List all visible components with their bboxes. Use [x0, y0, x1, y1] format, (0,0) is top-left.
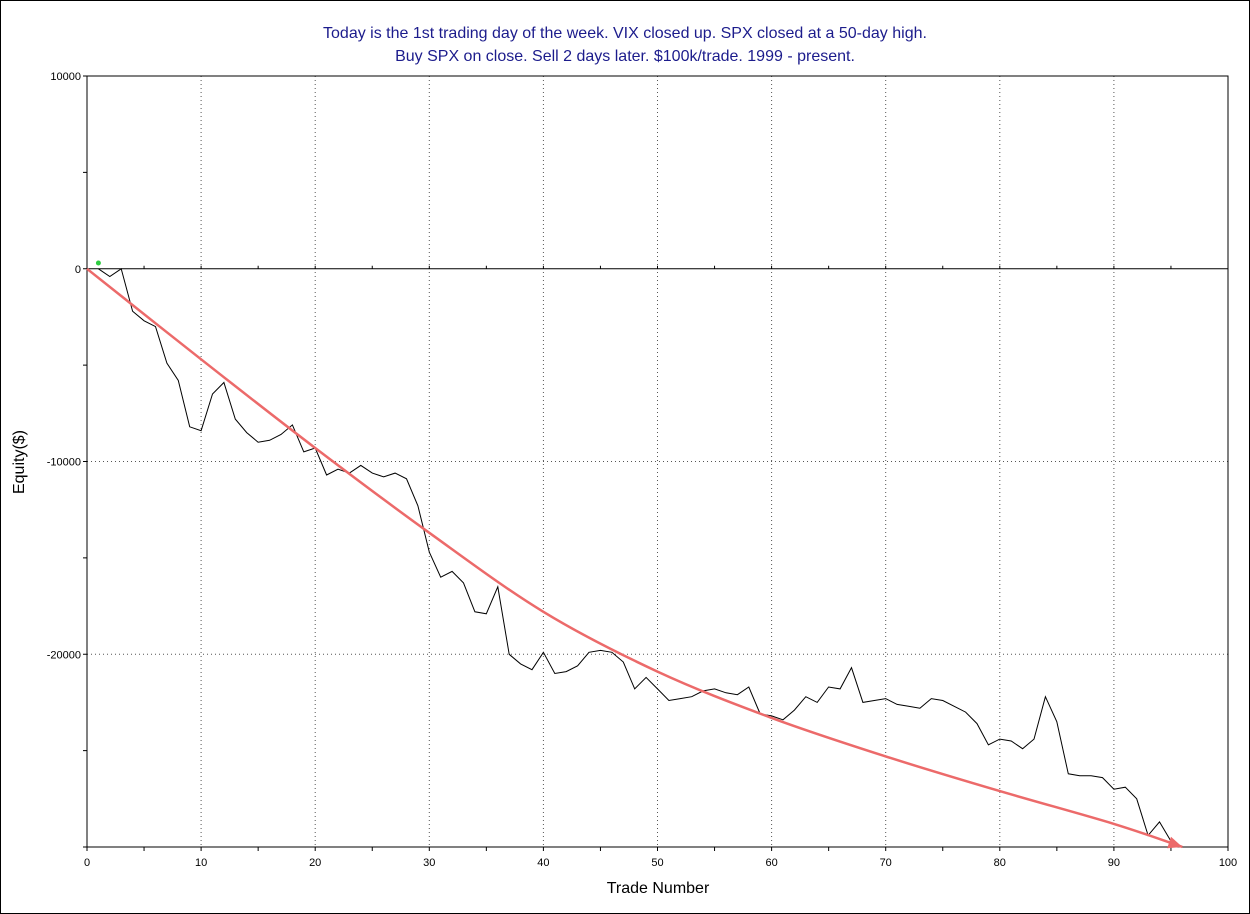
x-tick-label: 70 — [880, 857, 892, 869]
x-tick-label: 90 — [1108, 857, 1120, 869]
x-tick-label: 40 — [537, 857, 549, 869]
y-tick-label: 10000 — [50, 71, 81, 83]
y-tick-label: -10000 — [47, 457, 81, 469]
x-axis-label: Trade Number — [607, 880, 710, 897]
plot-area — [86, 75, 1229, 848]
start-marker — [95, 260, 101, 266]
trend-arrow-line — [86, 267, 1183, 849]
equity-line — [98, 267, 1183, 848]
x-tick-label: 0 — [84, 857, 90, 869]
y-tick-label: 0 — [75, 264, 81, 276]
x-tick-label: 100 — [1219, 857, 1237, 869]
y-axis-label: Equity($) — [11, 430, 28, 494]
x-tick-label: 30 — [423, 857, 435, 869]
x-tick-label: 80 — [994, 857, 1006, 869]
series-layer — [86, 260, 1183, 849]
y-tick-label: -20000 — [47, 649, 81, 661]
x-tick-label: 20 — [309, 857, 321, 869]
grid-lines — [87, 76, 1228, 847]
x-tick-label: 10 — [195, 857, 207, 869]
chart-titles: Today is the 1st trading day of the week… — [323, 25, 927, 65]
chart-subtitle: Buy SPX on close. Sell 2 days later. $10… — [395, 48, 855, 65]
chart-title: Today is the 1st trading day of the week… — [323, 25, 927, 42]
x-tick-label: 60 — [765, 857, 777, 869]
x-tick-label: 50 — [651, 857, 663, 869]
axes: 0 10 20 30 40 50 60 70 80 90 100 10000 0 -10000 -20000 — [47, 71, 1237, 869]
trend-arrow-head — [1167, 836, 1183, 849]
